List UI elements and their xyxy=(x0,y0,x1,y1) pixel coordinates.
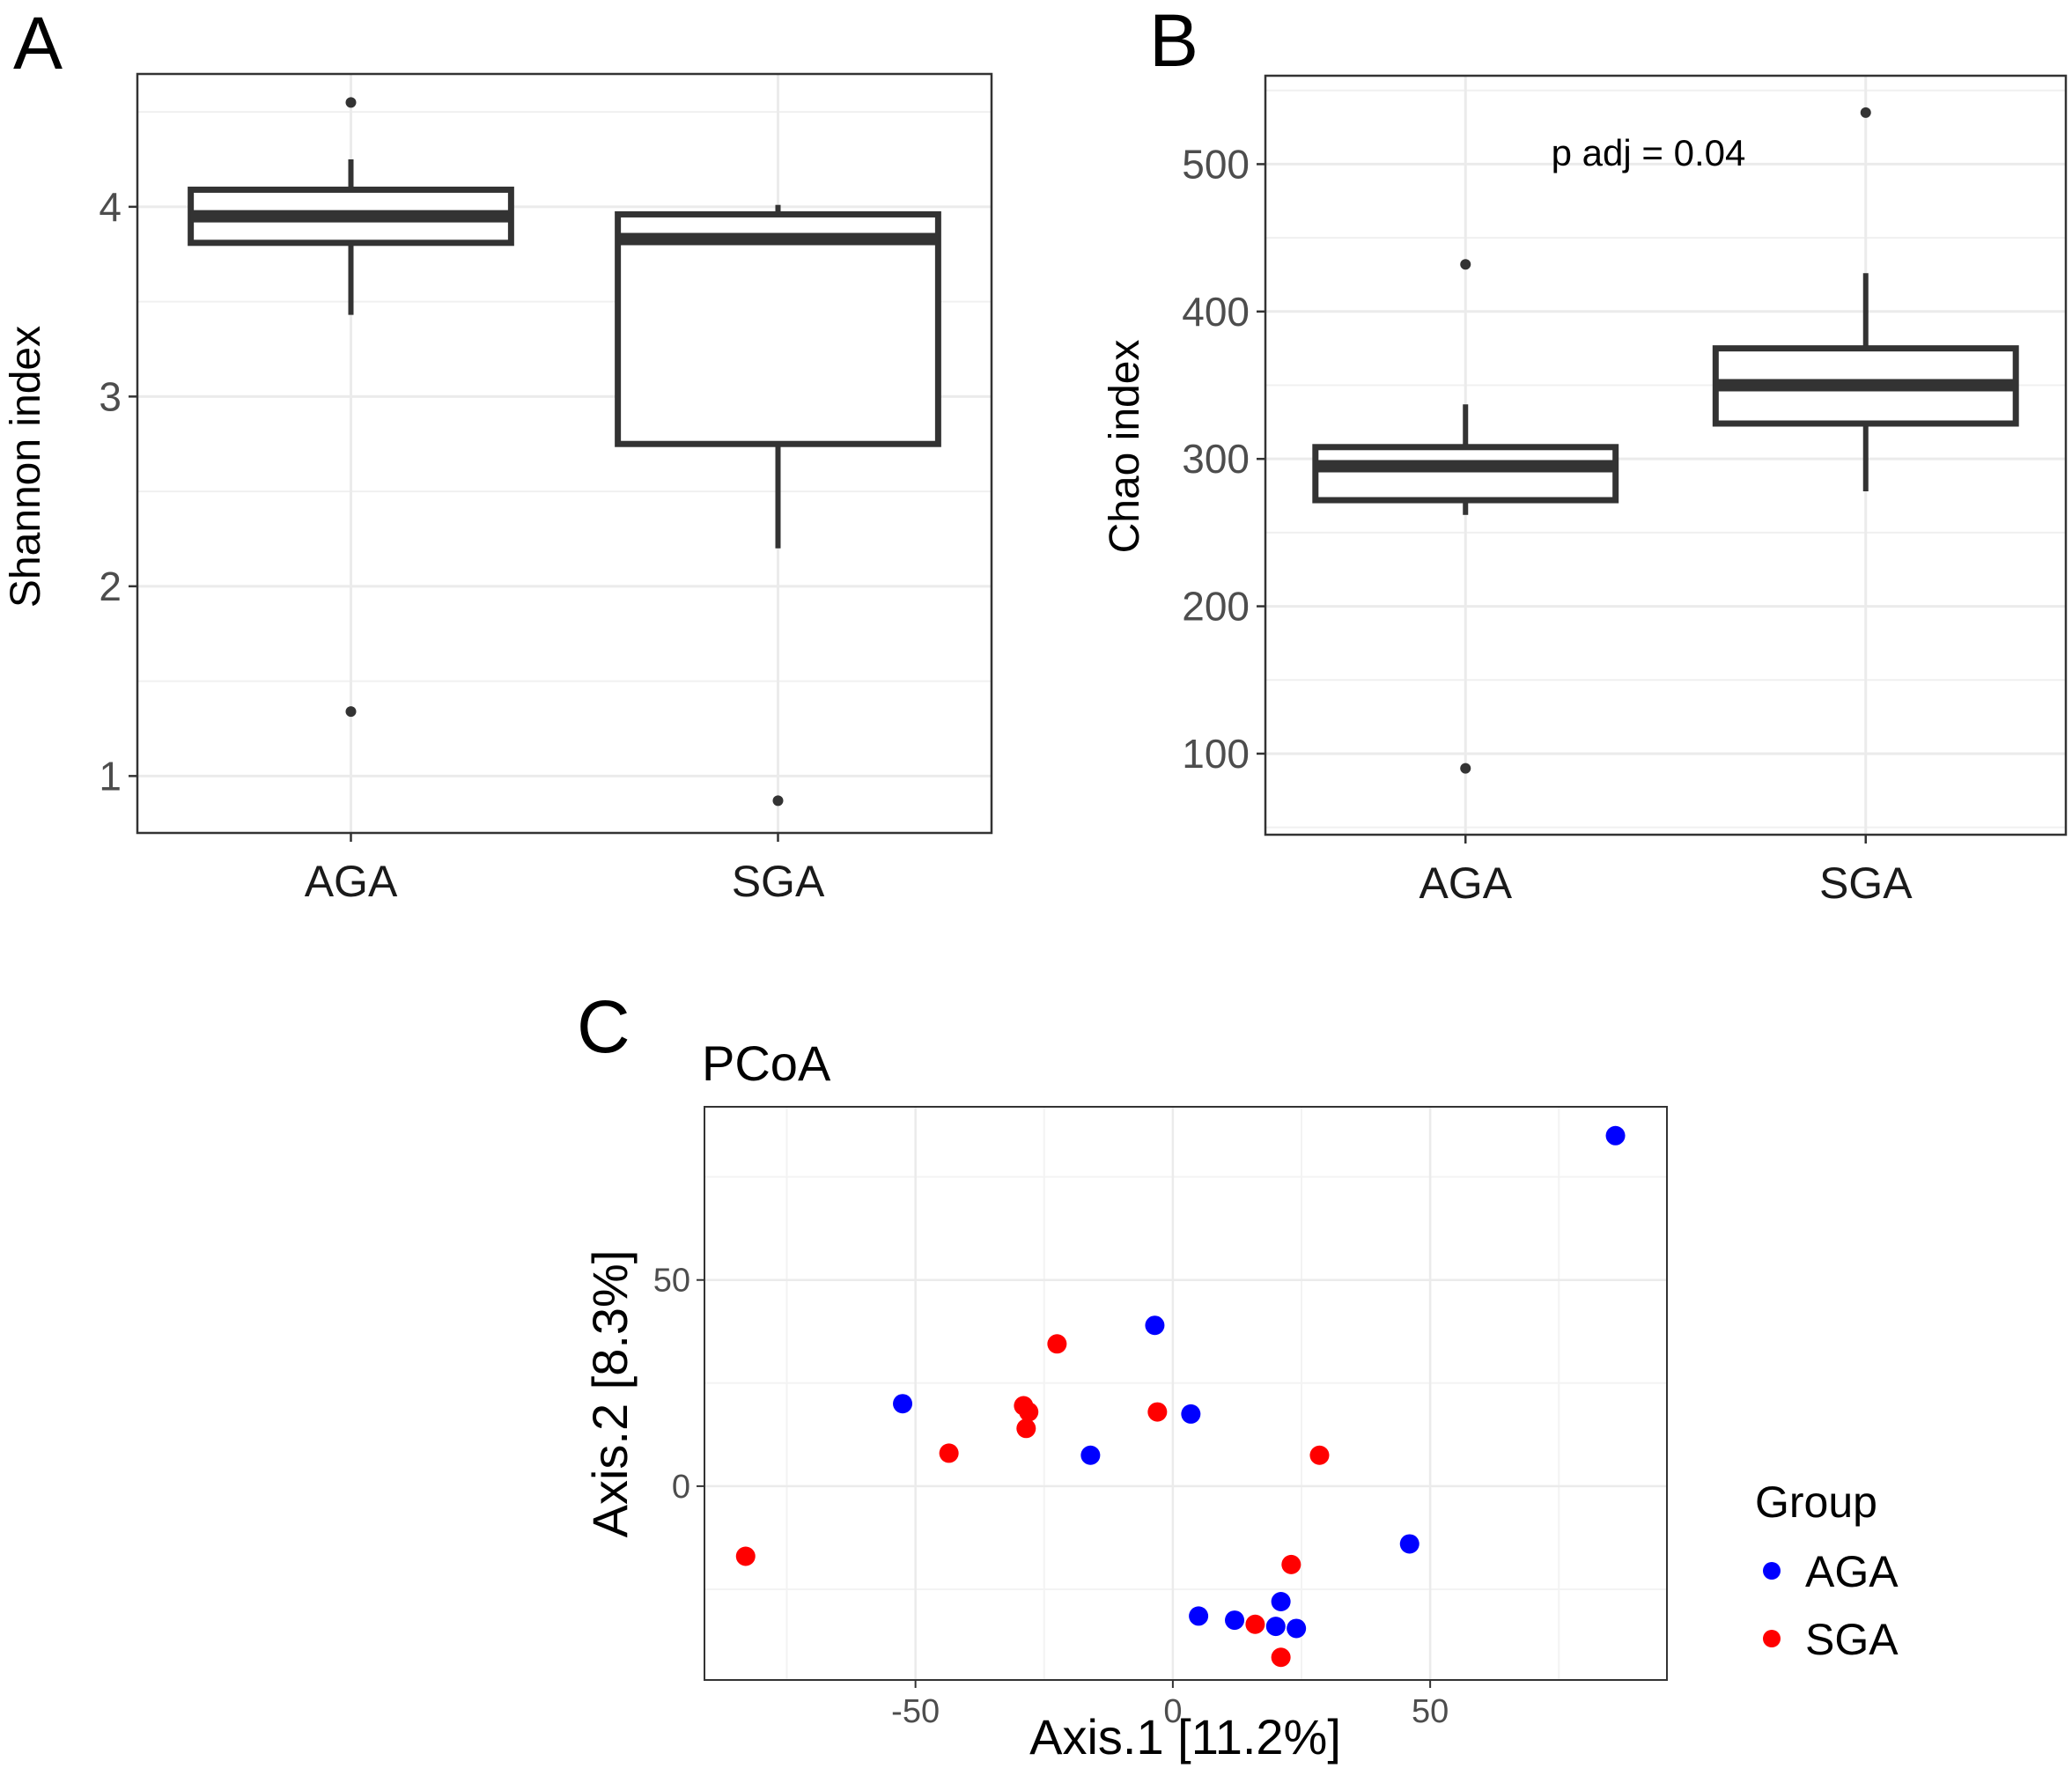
scatter-point-sga xyxy=(1309,1445,1330,1465)
scatter-point-aga xyxy=(1265,1617,1286,1637)
scatter-point-aga xyxy=(1605,1125,1626,1146)
panel-a-boxplot: 1 2 3 4 AGA SGA Shannon index xyxy=(3,72,993,906)
box-iqr xyxy=(615,210,941,447)
y-tick-label: 300 xyxy=(1182,436,1250,482)
scatter-point-sga xyxy=(1147,1402,1168,1422)
plot-border xyxy=(136,72,993,835)
y-tick-label: 2 xyxy=(99,564,122,609)
panel-letter-c: C xyxy=(577,985,630,1068)
x-tick-label: 50 xyxy=(1412,1693,1449,1730)
outlier-point xyxy=(1860,107,1871,118)
legend-key-aga xyxy=(1763,1562,1781,1580)
scatter-point-sga xyxy=(1047,1334,1067,1354)
x-category-label: AGA xyxy=(305,857,398,906)
scatter-point-aga xyxy=(1189,1606,1209,1626)
scatter-point-aga xyxy=(1271,1592,1291,1612)
scatter-point-aga xyxy=(1181,1404,1201,1424)
outlier-point xyxy=(345,97,357,108)
legend-label-sga: SGA xyxy=(1805,1615,1899,1664)
scatter-point-aga xyxy=(1145,1315,1165,1336)
outlier-point xyxy=(772,795,784,807)
y-tick-label: 1 xyxy=(99,753,122,799)
y-tick-label: 0 xyxy=(672,1469,690,1506)
scatter-point-sga xyxy=(939,1443,959,1463)
y-tick-label: 50 xyxy=(653,1263,690,1300)
scatter-point-sga xyxy=(1271,1647,1291,1668)
scatter-point-aga xyxy=(1399,1534,1419,1554)
scatter-point-sga xyxy=(1016,1418,1036,1439)
chart-title: PCoA xyxy=(702,1035,831,1091)
scatter-point-aga xyxy=(1287,1618,1307,1639)
outlier-point xyxy=(1460,763,1471,774)
p-value-annotation: p adj = 0.04 xyxy=(1552,132,1746,173)
x-category-label: AGA xyxy=(1419,858,1512,908)
outlier-point xyxy=(345,706,357,718)
box-iqr xyxy=(1312,444,1619,504)
y-tick-label: 400 xyxy=(1182,289,1250,335)
x-axis-label: Axis.1 [11.2%] xyxy=(1029,1709,1341,1765)
legend-key-sga xyxy=(1763,1630,1781,1647)
y-axis-label: Axis.2 [8.3%] xyxy=(582,1250,638,1538)
scatter-point-sga xyxy=(1245,1614,1265,1634)
y-tick-label: 3 xyxy=(99,373,122,419)
panel-letter-b: B xyxy=(1149,0,1198,82)
y-tick-label: 4 xyxy=(99,184,122,230)
panel-b-boxplot: 100 200 300 400 500 AGA SGA Chao index p adj = 0… xyxy=(1102,74,2068,908)
scatter-point-aga xyxy=(1225,1610,1245,1631)
legend-title: Group xyxy=(1755,1477,1877,1527)
y-tick-label: 200 xyxy=(1182,584,1250,630)
y-axis-label: Chao index xyxy=(1102,340,1148,554)
y-axis-label: Shannon index xyxy=(3,326,49,608)
scatter-point-aga xyxy=(893,1394,913,1414)
y-tick-label: 100 xyxy=(1182,731,1250,777)
plot-border xyxy=(1264,74,2068,836)
plot-border xyxy=(704,1106,1668,1681)
legend-label-aga: AGA xyxy=(1805,1547,1899,1596)
scatter-point-aga xyxy=(1080,1445,1101,1465)
x-tick-label: -50 xyxy=(891,1693,940,1730)
panel-letter-a: A xyxy=(13,2,63,85)
panel-c-pcoa-scatter: -50 0 50 0 50 PCoA Axis.1 [11.2%] Axis.2 [8.3%]… xyxy=(582,1035,1899,1765)
x-tick-label: 0 xyxy=(1163,1693,1182,1730)
x-category-label: SGA xyxy=(732,857,825,906)
scatter-point-sga xyxy=(1019,1402,1039,1422)
x-category-label: SGA xyxy=(1819,858,1913,908)
y-tick-label: 500 xyxy=(1182,141,1250,187)
scatter-point-sga xyxy=(735,1546,756,1566)
outlier-point xyxy=(1460,259,1471,270)
plot-background xyxy=(704,1107,1667,1680)
scatter-point-sga xyxy=(1281,1554,1301,1574)
